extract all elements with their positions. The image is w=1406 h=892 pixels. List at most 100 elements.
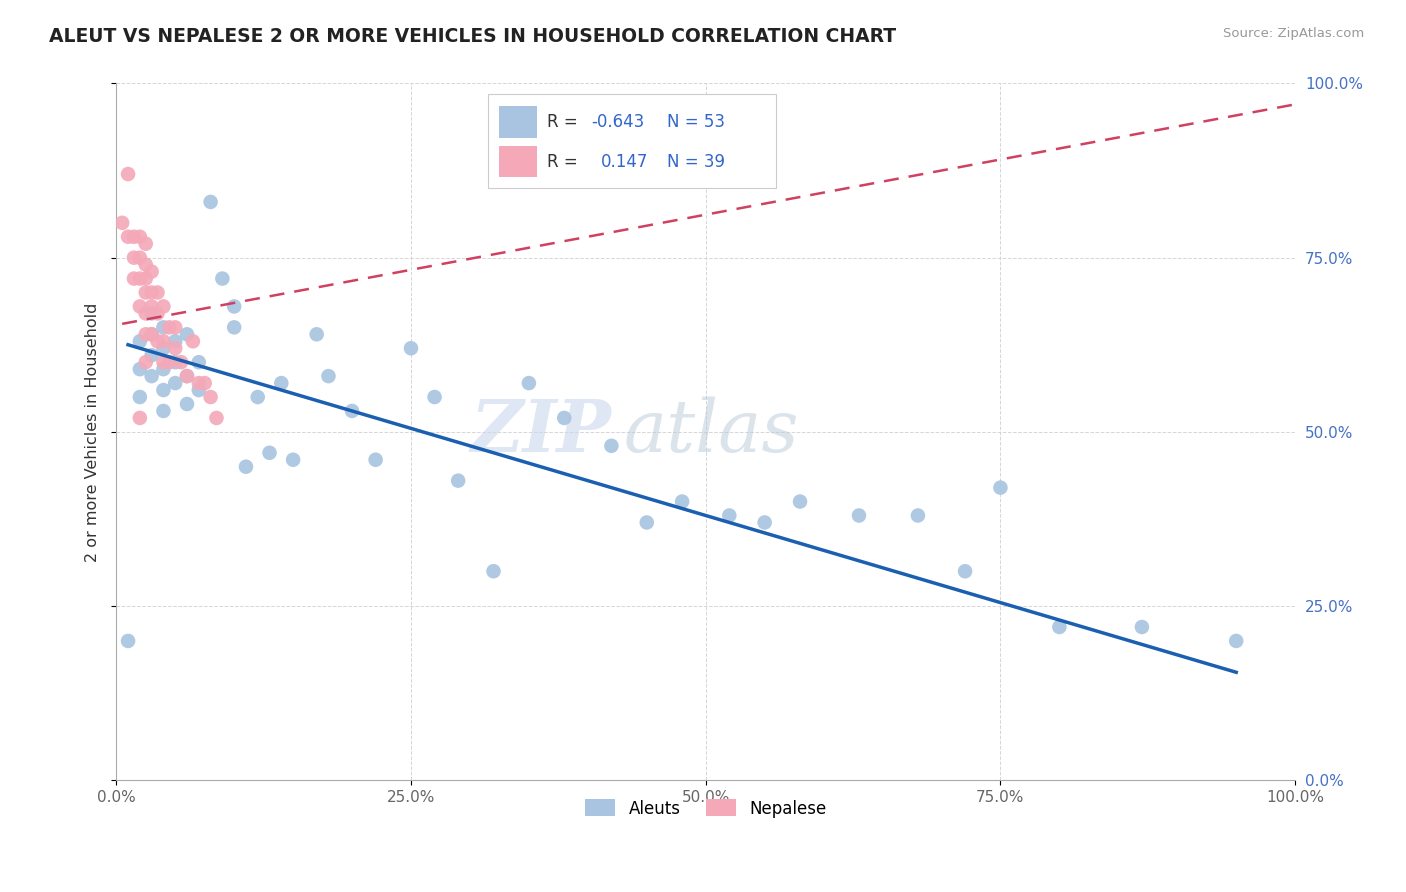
Point <box>990 481 1012 495</box>
Text: R =: R = <box>547 153 588 170</box>
Legend: Aleuts, Nepalese: Aleuts, Nepalese <box>579 793 832 824</box>
Point <box>152 341 174 355</box>
Point <box>128 411 150 425</box>
Point <box>318 369 340 384</box>
Point <box>482 564 505 578</box>
Point <box>117 229 139 244</box>
Point <box>141 285 163 300</box>
Point <box>128 300 150 314</box>
Point <box>754 516 776 530</box>
Text: Source: ZipAtlas.com: Source: ZipAtlas.com <box>1223 27 1364 40</box>
Point <box>200 194 222 209</box>
Point <box>305 327 328 342</box>
Point <box>141 348 163 362</box>
Point <box>187 355 209 369</box>
Point <box>146 285 169 300</box>
Point <box>135 306 157 320</box>
Point <box>259 446 281 460</box>
Point <box>517 376 540 390</box>
Point <box>135 285 157 300</box>
Text: ALEUT VS NEPALESE 2 OR MORE VEHICLES IN HOUSEHOLD CORRELATION CHART: ALEUT VS NEPALESE 2 OR MORE VEHICLES IN … <box>49 27 897 45</box>
Point <box>636 516 658 530</box>
Point <box>447 474 470 488</box>
Point <box>146 306 169 320</box>
Point <box>122 229 145 244</box>
Point <box>181 334 204 349</box>
Text: 0.147: 0.147 <box>600 153 648 170</box>
Point <box>176 397 198 411</box>
Point <box>176 369 198 384</box>
Point <box>176 369 198 384</box>
Point <box>423 390 446 404</box>
Text: N = 53: N = 53 <box>666 113 725 131</box>
Point <box>246 390 269 404</box>
Point <box>194 376 217 390</box>
Point <box>152 355 174 369</box>
Point <box>135 271 157 285</box>
Point <box>135 258 157 272</box>
Point <box>111 216 134 230</box>
Point <box>157 355 180 369</box>
Point <box>165 376 187 390</box>
Point <box>211 271 233 285</box>
Point <box>224 300 246 314</box>
Point <box>1047 620 1070 634</box>
Point <box>224 320 246 334</box>
Point <box>364 452 387 467</box>
Point <box>152 362 174 376</box>
Point <box>165 341 187 355</box>
Point <box>141 327 163 342</box>
Point <box>117 634 139 648</box>
Text: atlas: atlas <box>623 397 799 467</box>
Point <box>848 508 870 523</box>
Point <box>165 334 187 349</box>
Point <box>187 376 209 390</box>
Point <box>122 251 145 265</box>
Point <box>128 271 150 285</box>
Point <box>152 320 174 334</box>
Point <box>141 306 163 320</box>
Point <box>128 334 150 349</box>
Point <box>117 167 139 181</box>
Point <box>128 229 150 244</box>
Point <box>152 383 174 397</box>
Point <box>146 334 169 349</box>
Point <box>205 411 228 425</box>
Point <box>235 459 257 474</box>
FancyBboxPatch shape <box>499 146 537 178</box>
FancyBboxPatch shape <box>499 106 537 137</box>
Point <box>135 236 157 251</box>
FancyBboxPatch shape <box>488 94 776 188</box>
Point <box>399 341 422 355</box>
Point <box>281 452 304 467</box>
Point <box>553 411 575 425</box>
Point <box>1225 634 1247 648</box>
Point <box>141 300 163 314</box>
Point <box>122 271 145 285</box>
Point <box>340 404 363 418</box>
Point <box>170 355 193 369</box>
Point <box>157 320 180 334</box>
Text: -0.643: -0.643 <box>592 113 644 131</box>
Point <box>789 494 811 508</box>
Text: N = 39: N = 39 <box>666 153 725 170</box>
Point <box>176 327 198 342</box>
Point <box>187 383 209 397</box>
Point <box>165 320 187 334</box>
Point <box>671 494 693 508</box>
Point <box>165 355 187 369</box>
Point <box>200 390 222 404</box>
Text: R =: R = <box>547 113 582 131</box>
Point <box>907 508 929 523</box>
Point <box>152 404 174 418</box>
Point <box>152 300 174 314</box>
Text: ZIP: ZIP <box>471 396 612 467</box>
Point <box>141 369 163 384</box>
Point <box>141 264 163 278</box>
Point <box>128 362 150 376</box>
Point <box>141 327 163 342</box>
Point <box>128 390 150 404</box>
Point <box>1130 620 1153 634</box>
Point <box>953 564 976 578</box>
Y-axis label: 2 or more Vehicles in Household: 2 or more Vehicles in Household <box>86 302 100 562</box>
